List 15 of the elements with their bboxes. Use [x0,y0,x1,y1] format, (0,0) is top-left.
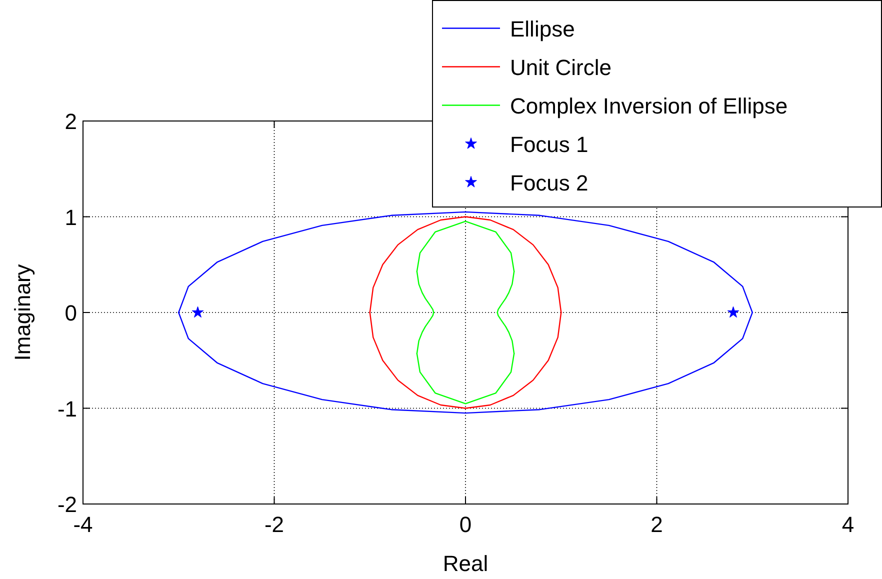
legend-label: Complex Inversion of Ellipse [510,93,788,118]
x-tick-label: 0 [459,512,472,537]
x-tick-label: -2 [264,512,284,537]
y-tick-label: 0 [64,300,77,326]
y-tick-label: -1 [57,396,77,422]
x-tick-label: 2 [650,512,663,537]
x-axis-title: Real [442,551,488,576]
x-tick-label: 4 [842,512,854,537]
y-tick-label: 2 [64,109,77,134]
legend-label: Focus 2 [510,170,588,196]
legend-label: Unit Circle [510,54,612,80]
legend-label: Ellipse [510,16,575,42]
y-tick-label: 1 [64,204,77,230]
y-axis-title: Imaginary [10,264,35,361]
legend-label: Focus 1 [510,132,588,157]
